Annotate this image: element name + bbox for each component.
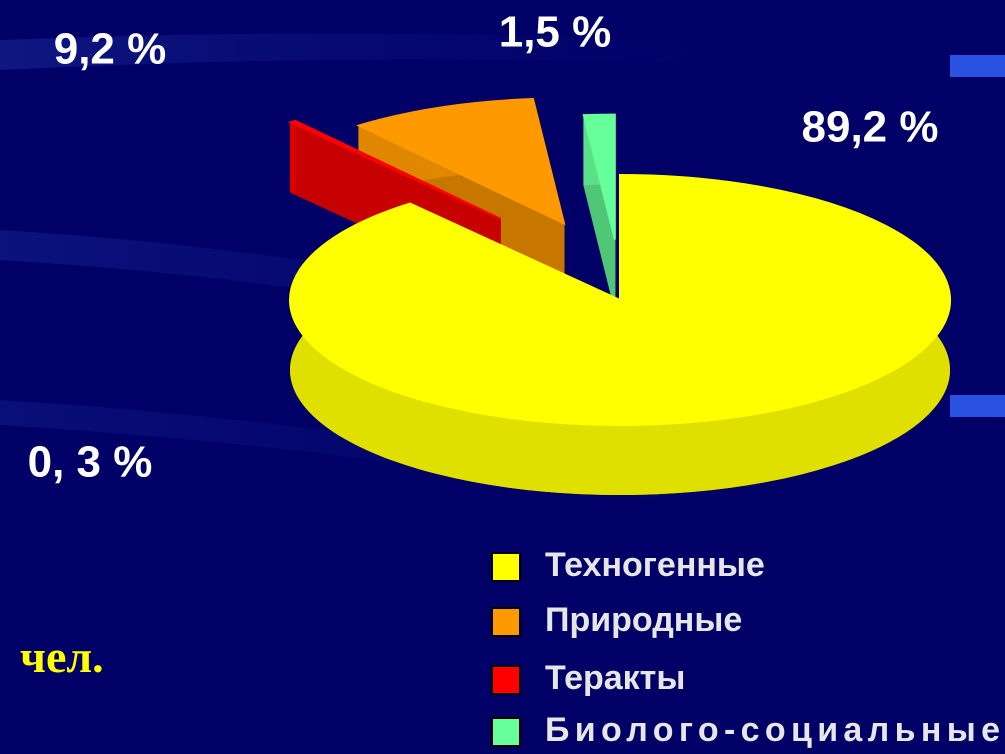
slice-wall (290, 120, 296, 193)
pie-slice (289, 173, 951, 496)
pie-slice (582, 113, 616, 310)
annotation: чел. (20, 631, 104, 682)
data-label: 0, 3 % (28, 438, 153, 487)
legend-label: Техногенные (545, 546, 765, 584)
data-label: 9,2 % (54, 25, 167, 74)
legend-swatch (491, 607, 521, 637)
legend-swatch (491, 552, 521, 582)
bg-stripe (0, 230, 1005, 440)
bg-stripe (0, 400, 1005, 575)
data-label: 1,5 % (499, 8, 612, 57)
bg-accent (950, 395, 1005, 417)
legend-swatch (491, 717, 521, 747)
slice-top (289, 173, 951, 426)
legend-swatch (491, 665, 521, 695)
slice-top (287, 119, 501, 220)
data-label: 89,2 % (802, 103, 939, 152)
legend-label: Природные (545, 601, 742, 639)
slice-top (356, 97, 566, 226)
slice-top (582, 113, 616, 240)
legend-label: Теракты (545, 659, 685, 697)
bg-stripe (0, 33, 1005, 80)
legend-label: Биолого-социальные (545, 711, 1000, 749)
bg-accent (950, 55, 1005, 77)
